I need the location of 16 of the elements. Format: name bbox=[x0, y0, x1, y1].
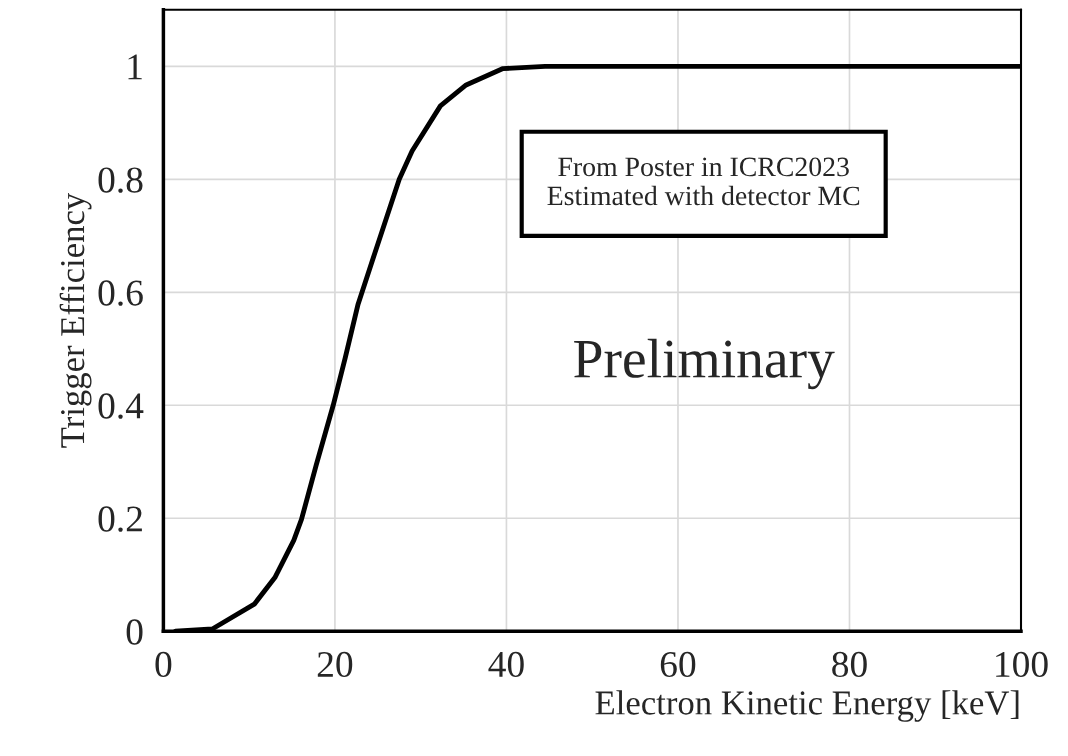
y-tick-label: 0.2 bbox=[98, 506, 142, 532]
x-tick-label: 40 bbox=[488, 651, 524, 678]
x-tick-label: 100 bbox=[996, 651, 1048, 678]
x-tick-label: 60 bbox=[660, 651, 696, 678]
x-tick-label: 80 bbox=[832, 651, 867, 678]
y-tick-label: 1 bbox=[128, 54, 142, 80]
annotation: From Poster in ICRC2023 Estimated with detector MC bbox=[547, 157, 860, 206]
y-tick-label: 0 bbox=[126, 619, 143, 645]
y-tick-label: 0.4 bbox=[98, 393, 144, 419]
x-axis-title: Electron Kinetic Energy [keV] bbox=[595, 690, 1019, 722]
y-tick-label: 0.8 bbox=[98, 167, 143, 193]
annotation: Preliminary bbox=[574, 338, 835, 390]
x-tick-label: 20 bbox=[317, 651, 353, 678]
y-tick-label: 0.6 bbox=[98, 280, 143, 306]
x-tick-label: 0 bbox=[155, 651, 172, 678]
y-axis-title: Trigger Efficiency bbox=[59, 192, 92, 448]
